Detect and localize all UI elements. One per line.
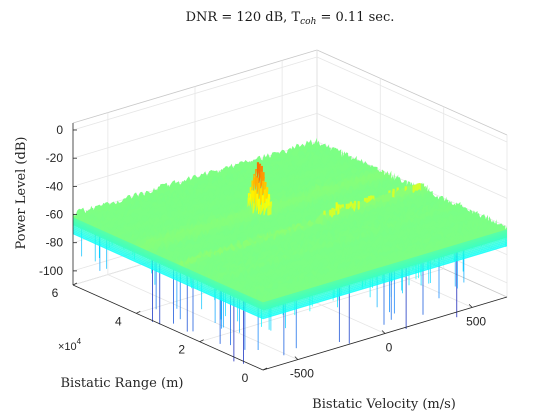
y-tick-mark [199, 339, 204, 343]
surface-skirt [73, 227, 263, 315]
z-tick-label: -20 [46, 151, 64, 165]
surface-skirt [73, 220, 263, 308]
chart-title: DNR = 120 dB, Tcoh = 0.11 sec. [186, 10, 395, 27]
z-tick-label: -60 [46, 208, 64, 222]
x-grid-line [107, 274, 299, 360]
surface-skirt [263, 242, 507, 318]
x-tick-mark [468, 304, 473, 308]
y-axis-label: Bistatic Range (m) [61, 376, 184, 391]
y-tick-label: 4 [115, 314, 122, 328]
surface-skirt [73, 225, 263, 313]
y-tick-label: 0 [242, 371, 249, 385]
x-axis-label: Bistatic Velocity (m/s) [312, 397, 456, 412]
surface-skirt [73, 230, 263, 318]
box-edge [316, 49, 508, 136]
z-tick-label: -80 [46, 236, 64, 250]
surface-skirt [263, 229, 507, 305]
x-tick-label: 500 [466, 314, 486, 328]
surface-mesh [73, 137, 507, 364]
surface-skirt [73, 222, 263, 310]
z-tick-label: -40 [46, 179, 64, 193]
surface-skirt [73, 232, 263, 320]
surface-skirt [263, 241, 507, 316]
y-tick-mark [72, 282, 78, 286]
tick-labels: 0 -20 -40 -60 -80 -100 0 2 4 6 -500 0 500 [39, 123, 486, 385]
x-tick-mark [294, 356, 299, 360]
z-grid-line [316, 113, 508, 199]
surface-skirt [73, 229, 263, 316]
title-subscript: coh [300, 17, 316, 27]
surface-skirt [263, 234, 507, 310]
surface-skirt [73, 224, 263, 311]
surface-skirt [263, 231, 507, 306]
x-tick-label: 0 [386, 341, 393, 355]
surface-skirt [263, 236, 507, 311]
z-grid-line [316, 56, 508, 143]
x-tick-mark [381, 330, 386, 334]
y-tick-label: 2 [178, 343, 185, 357]
surface-skirt [263, 232, 507, 308]
y-axis-line [72, 284, 264, 371]
z-grid-line [316, 84, 508, 171]
title-main: DNR = 120 dB, T [186, 10, 301, 25]
y-tick-label: 6 [52, 286, 59, 300]
surface-skirt [263, 237, 507, 313]
z-tick-label: -100 [39, 264, 63, 278]
surface-skirt [73, 217, 263, 305]
surface-skirt [263, 239, 507, 315]
y-grid-line [199, 268, 444, 343]
z-tick-label: 0 [56, 123, 63, 137]
y-axis-exponent: ×104 [58, 337, 82, 353]
surface-skirt [263, 244, 507, 320]
y-tick-mark [136, 310, 141, 314]
title-suffix: = 0.11 sec. [316, 10, 394, 25]
z-axis-label: Power Level (dB) [14, 137, 29, 250]
x-tick-label: -500 [290, 367, 314, 381]
y-tick-mark [262, 367, 268, 371]
surface-skirt [73, 219, 263, 306]
